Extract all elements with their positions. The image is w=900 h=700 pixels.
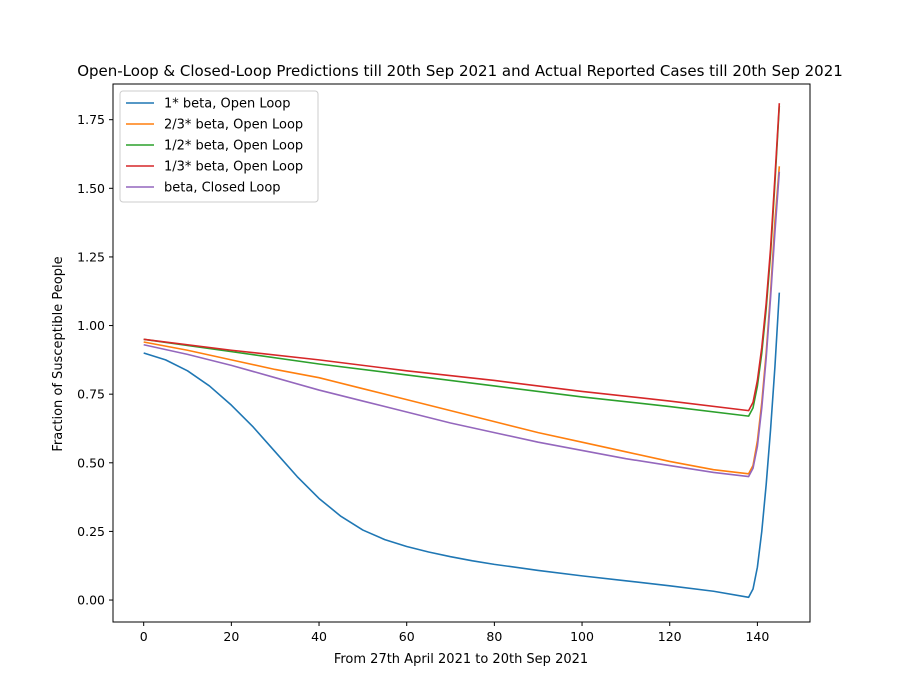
- plot-frame: [112, 83, 811, 623]
- series-line-4: [143, 103, 781, 412]
- legend: 1* beta, Open Loop 2/3* beta, Open Loop 1/…: [119, 90, 319, 203]
- y-tick-label: 0.25: [77, 524, 105, 539]
- y-tick-label: 1.25: [77, 249, 105, 264]
- y-tick-label: 1.50: [77, 181, 105, 196]
- legend-label-3: 1/2* beta, Open Loop: [164, 139, 303, 154]
- x-axis: 0 20 40 60 80 100 120 140: [140, 622, 769, 644]
- x-tick-label: 40: [311, 629, 327, 644]
- x-tick-label: 140: [745, 629, 769, 644]
- y-tick-label: 1.00: [77, 318, 105, 333]
- legend-label-5: beta, Closed Loop: [164, 181, 281, 196]
- x-tick-label: 0: [140, 629, 148, 644]
- legend-label-1: 1* beta, Open Loop: [164, 97, 291, 112]
- x-tick-label: 100: [570, 629, 594, 644]
- y-axis-label: Fraction of Susceptible People: [51, 256, 66, 451]
- series-line-1: [143, 292, 781, 599]
- x-tick-label: 120: [658, 629, 682, 644]
- y-tick-label: 0.50: [77, 455, 105, 470]
- x-tick-label: 80: [486, 629, 502, 644]
- y-tick-label: 0.75: [77, 387, 105, 402]
- y-axis: 0.00 0.25 0.50 0.75 1.00 1.25 1.50 1.75: [77, 112, 113, 608]
- series-layer: [143, 103, 781, 599]
- legend-label-4: 1/3* beta, Open Loop: [164, 160, 303, 175]
- x-axis-label: From 27th April 2021 to 20th Sep 2021: [334, 652, 588, 667]
- legend-label-2: 2/3* beta, Open Loop: [164, 118, 303, 133]
- y-tick-label: 1.75: [77, 112, 105, 127]
- series-line-2: [143, 166, 781, 475]
- y-tick-label: 0.00: [77, 593, 105, 608]
- x-tick-label: 60: [399, 629, 415, 644]
- x-tick-label: 20: [223, 629, 239, 644]
- legend-box: [119, 90, 319, 203]
- series-line-5: [143, 171, 781, 478]
- chart-title: Open-Loop & Closed-Loop Predictions till…: [77, 62, 843, 80]
